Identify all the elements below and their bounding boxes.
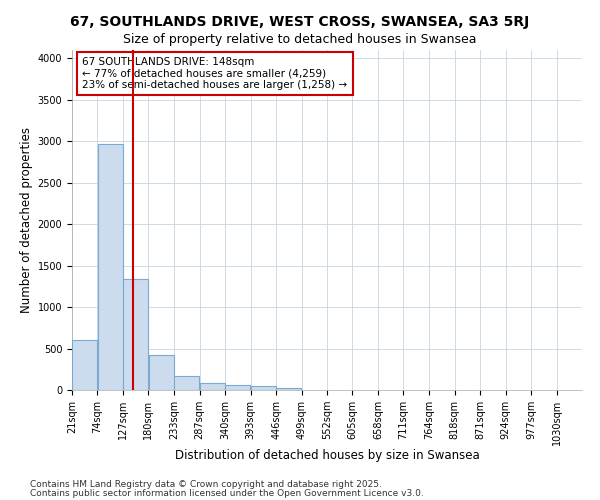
Text: Contains public sector information licensed under the Open Government Licence v3: Contains public sector information licen… (30, 488, 424, 498)
Bar (123, 279, 148, 390)
Text: Size of property relative to detached houses in Swansea: Size of property relative to detached ho… (123, 32, 477, 46)
Bar (200, 382, 225, 390)
Text: Contains HM Land Registry data © Crown copyright and database right 2025.: Contains HM Land Registry data © Crown c… (30, 480, 382, 489)
X-axis label: Distribution of detached houses by size in Swansea: Distribution of detached houses by size … (175, 449, 479, 462)
Bar (226, 384, 250, 390)
Bar (251, 386, 276, 390)
Bar (174, 376, 199, 390)
Text: 67, SOUTHLANDS DRIVE, WEST CROSS, SWANSEA, SA3 5RJ: 67, SOUTHLANDS DRIVE, WEST CROSS, SWANSE… (70, 15, 530, 29)
Bar (277, 388, 301, 390)
Text: 67 SOUTHLANDS DRIVE: 148sqm
← 77% of detached houses are smaller (4,259)
23% of : 67 SOUTHLANDS DRIVE: 148sqm ← 77% of det… (82, 57, 347, 90)
Bar (149, 355, 173, 390)
Bar (98, 144, 122, 390)
Bar (72, 340, 97, 390)
Y-axis label: Number of detached properties: Number of detached properties (20, 127, 34, 313)
